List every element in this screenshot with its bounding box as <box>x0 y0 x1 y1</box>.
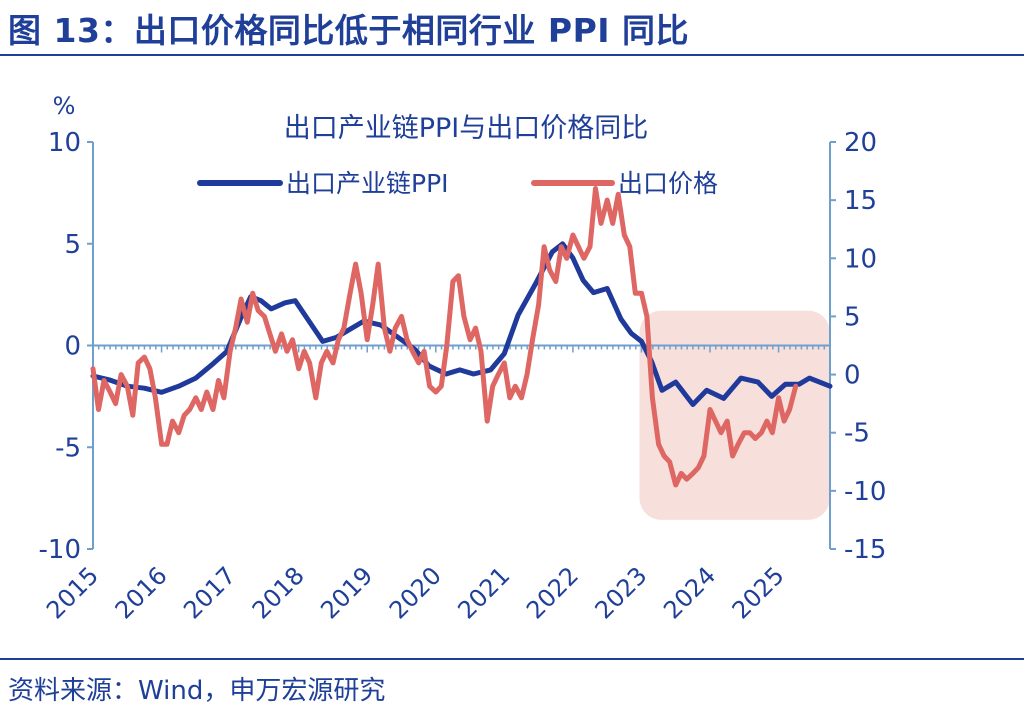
right-tick-label: -15 <box>844 535 886 565</box>
x-tick-label: 2020 <box>384 561 447 624</box>
left-tick-label: 5 <box>64 230 81 260</box>
highlight-region <box>639 310 830 520</box>
right-tick-label: 15 <box>844 186 877 216</box>
x-tick-label: 2017 <box>178 561 241 624</box>
x-tick-label: 2016 <box>110 561 173 624</box>
right-tick-label: 0 <box>844 361 861 391</box>
x-tick-label: 2025 <box>727 561 790 624</box>
line-chart: 出口产业链PPI与出口价格同比 % 1050-5-1020151050-5-10… <box>39 92 887 624</box>
x-tick-label: 2022 <box>521 561 584 624</box>
x-tick-label: 2019 <box>315 561 378 624</box>
left-tick-label: -10 <box>39 535 81 565</box>
x-tick-label: 2021 <box>452 561 515 624</box>
legend-label-price: 出口价格 <box>618 169 718 198</box>
series-line-export-price <box>90 186 799 488</box>
figure-title: 图 13：出口价格同比低于相同行业 PPI 同比 <box>8 11 690 50</box>
x-tick-label: 2024 <box>658 561 721 624</box>
title-rule <box>0 54 1024 56</box>
left-tick-label: 0 <box>64 332 81 362</box>
source-note: 资料来源：Wind，申万宏源研究 <box>8 676 386 706</box>
right-tick-label: 10 <box>844 244 877 274</box>
right-tick-label: 5 <box>844 302 861 332</box>
right-tick-label: -5 <box>844 419 870 449</box>
legend-label-ppi: 出口产业链PPI <box>286 169 449 198</box>
left-tick-label: 10 <box>48 128 81 158</box>
chart-title: 出口产业链PPI与出口价格同比 <box>284 113 649 144</box>
x-tick-label: 2023 <box>590 561 653 624</box>
left-tick-label: -5 <box>55 433 81 463</box>
x-tick-label: 2015 <box>41 561 104 624</box>
right-tick-label: 20 <box>844 128 877 158</box>
x-tick-label: 2018 <box>247 561 310 624</box>
footer-rule <box>0 658 1024 660</box>
left-unit-label: % <box>53 92 76 120</box>
right-tick-label: -10 <box>844 477 886 507</box>
